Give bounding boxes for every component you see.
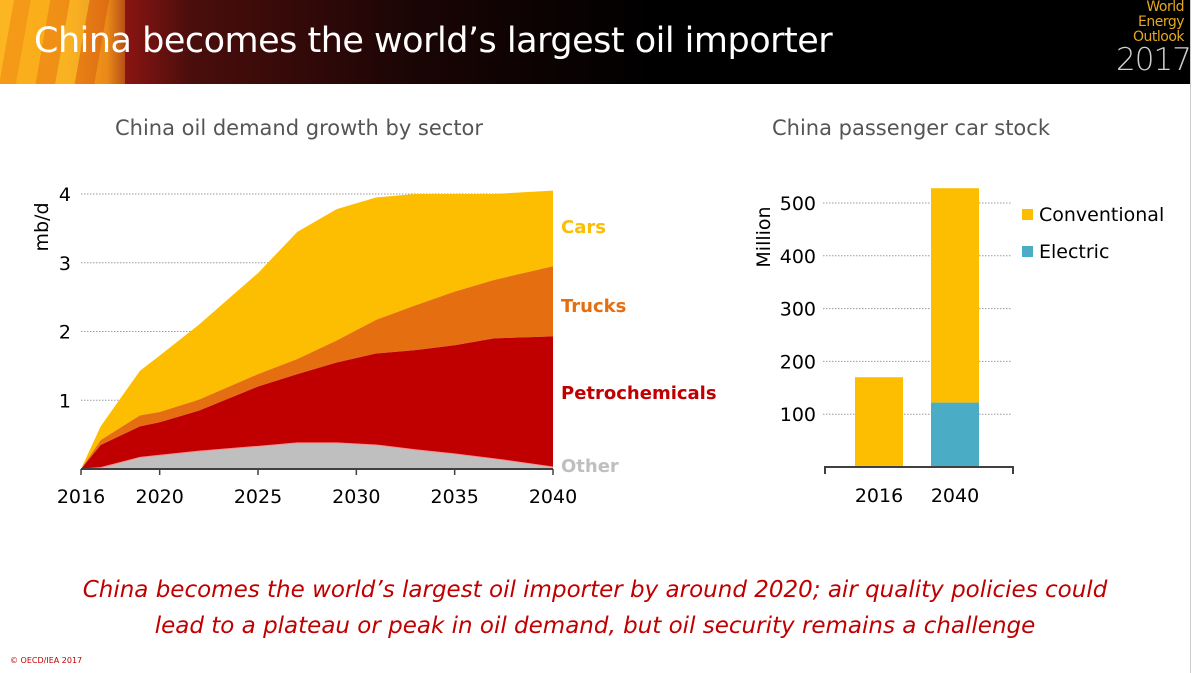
logo-line-outlook: Outlook (1132, 29, 1185, 45)
axis-labels: 1 2 3 4 mb/d 2016 2020 2025 2030 2035 2040 (31, 184, 577, 508)
area-other (81, 442, 553, 469)
weo-logo: World Energy Outlook 2017 (1116, 0, 1192, 78)
x-tick-label: 2016 (57, 486, 105, 508)
x-tick-label: 2040 (529, 486, 577, 508)
legend-label-electric: Electric (1039, 241, 1109, 263)
series-label-cars: Cars (561, 217, 606, 238)
series-label-petrochemicals: Petrochemicals (561, 383, 717, 404)
left-chart-title: China oil demand growth by sector (115, 116, 484, 140)
y-tick-label: 400 (780, 246, 816, 268)
y-tick-label: 3 (59, 253, 71, 275)
series-label-other: Other (561, 456, 619, 477)
y-tick-label: 2 (59, 322, 71, 344)
grid-lines (823, 202, 1012, 415)
series-labels: Cars Trucks Petrochemicals Other (561, 217, 717, 477)
x-axis (80, 468, 554, 475)
bar-2040-conventional (931, 188, 979, 403)
legend: Conventional Electric (1022, 204, 1164, 263)
flame-decoration (0, 0, 125, 84)
area-cars (81, 190, 553, 469)
other-edge (80, 442, 554, 470)
slide-header: China becomes the world’s largest oil im… (0, 0, 1190, 84)
x-tick-label: 2016 (855, 485, 903, 507)
copyright: © OECD/IEA 2017 (10, 656, 83, 665)
x-tick-label: 2025 (234, 486, 282, 508)
bar-2040-electric (931, 402, 979, 467)
logo-year: 2017 (1116, 42, 1192, 78)
y-tick-label: 200 (780, 351, 816, 373)
x-tick-label: 2040 (931, 485, 979, 507)
legend-label-conventional: Conventional (1039, 204, 1164, 226)
x-axis (824, 466, 1014, 474)
slide-edge (1190, 0, 1200, 673)
legend-swatch-conventional (1022, 209, 1033, 220)
slide-title: China becomes the world’s largest oil im… (34, 21, 833, 61)
series-label-trucks: Trucks (561, 296, 626, 317)
y-axis-label: Million (753, 206, 775, 267)
x-axis-line (824, 466, 1014, 474)
x-tick-label: 2030 (332, 486, 380, 508)
bars (855, 188, 979, 467)
y-tick-label: 1 (59, 390, 71, 412)
y-tick-label: 500 (780, 193, 816, 215)
area-petrochemicals (81, 336, 553, 469)
logo-line-energy: Energy (1137, 14, 1185, 30)
y-axis-label: mb/d (31, 202, 53, 251)
y-tick-label: 4 (59, 184, 71, 206)
oil-demand-area-chart: 1 2 3 4 mb/d 2016 2020 2025 2030 2035 2040 Cars Tru… (31, 184, 717, 508)
y-tick-label: 100 (780, 404, 816, 426)
bar-2016-conventional (855, 377, 903, 466)
x-tick-label: 2020 (135, 486, 183, 508)
conclusion-line-2: lead to a plateau or peak in oil demand,… (154, 613, 1036, 639)
logo-line-world: World (1146, 0, 1184, 15)
conclusion-line-1: China becomes the world’s largest oil im… (82, 577, 1108, 603)
y-tick-label: 300 (780, 299, 816, 321)
area-layers (80, 190, 554, 470)
legend-swatch-electric (1022, 246, 1033, 257)
x-tick-label: 2035 (430, 486, 478, 508)
area-trucks (81, 266, 553, 469)
right-chart-title: China passenger car stock (772, 116, 1050, 140)
